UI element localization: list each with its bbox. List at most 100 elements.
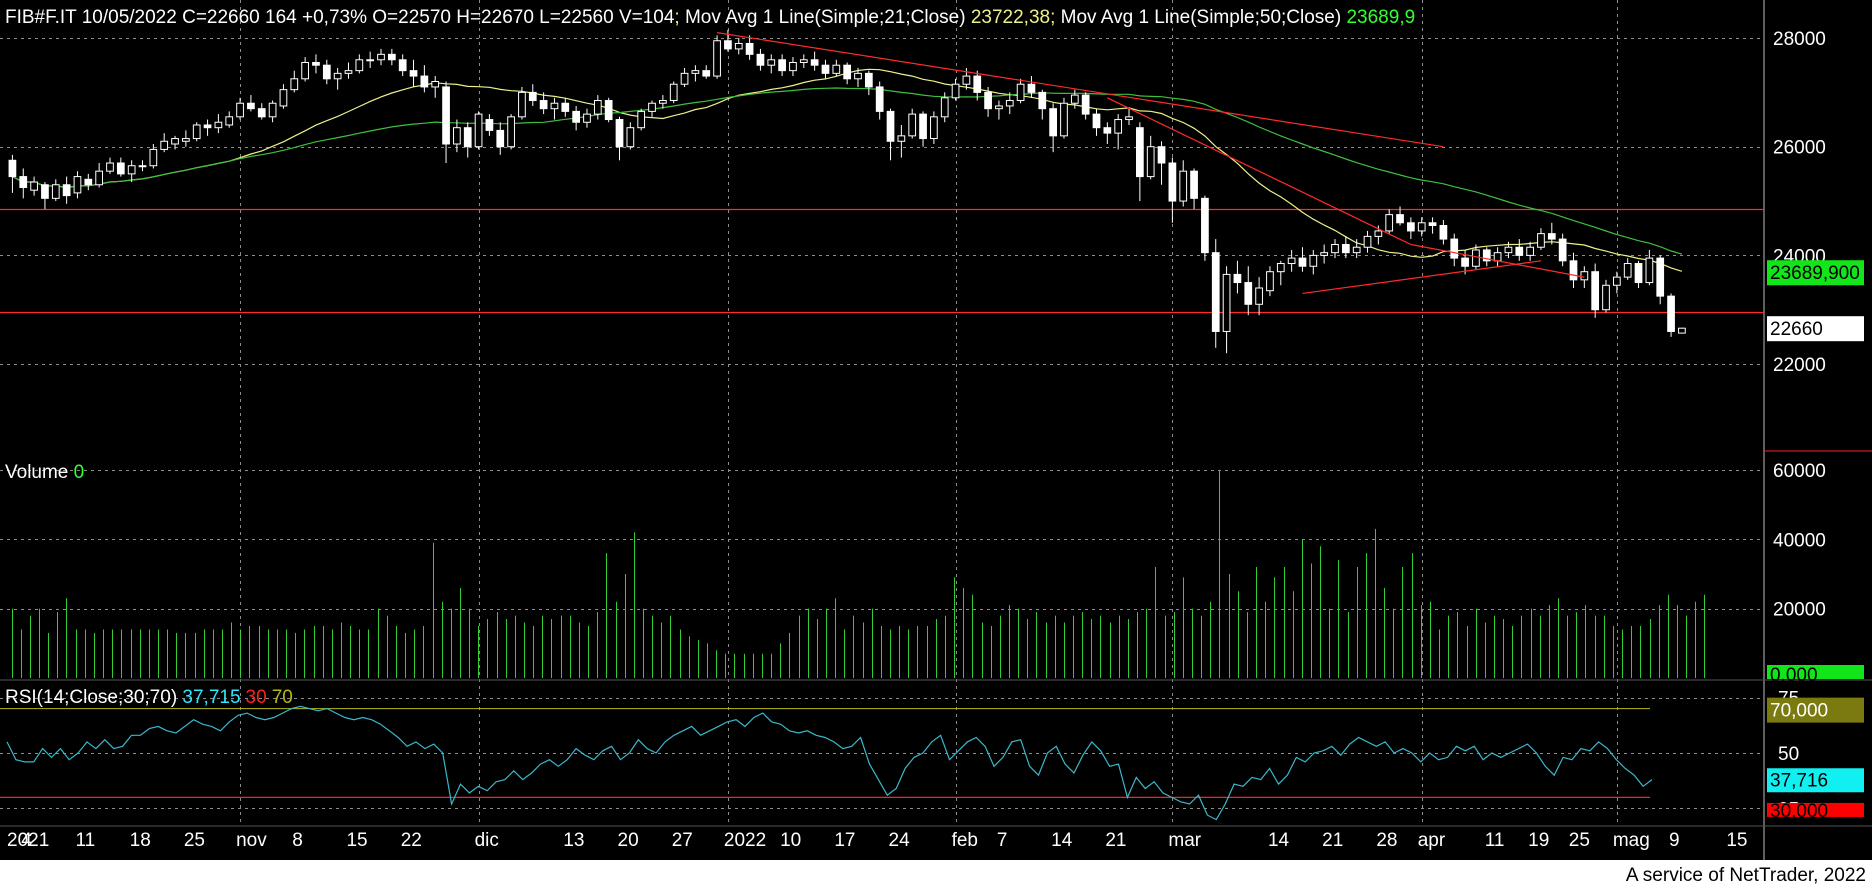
candle-body (409, 70, 418, 77)
candle-body (648, 102, 656, 112)
x-tick-label: 21 (1105, 830, 1126, 851)
candle-body (247, 102, 255, 110)
candle (84, 173, 93, 191)
candle (593, 95, 602, 120)
candle (1331, 239, 1339, 259)
candle-body (1580, 271, 1589, 281)
x-tick-label: 15 (1726, 830, 1747, 851)
candle (247, 95, 255, 112)
candle (680, 67, 689, 87)
rsi-30-box (1767, 802, 1864, 817)
candle-body (518, 91, 526, 118)
candle (301, 57, 309, 82)
candle-body (377, 53, 385, 61)
candle-body (344, 70, 353, 74)
candle (897, 124, 906, 158)
x-tick-label: 2022 (724, 830, 766, 851)
candle-body (745, 42, 754, 55)
candle-body (1515, 246, 1524, 256)
candle-body (1569, 260, 1578, 281)
candle (756, 48, 765, 71)
candle-body (724, 40, 732, 50)
candle (1222, 266, 1231, 354)
candle-body (1504, 246, 1513, 254)
candle (344, 62, 353, 79)
volume-bars (12, 469, 1705, 678)
candle-body (995, 105, 1003, 110)
candle (1428, 217, 1437, 234)
candle (1461, 249, 1469, 275)
candle-body (1352, 246, 1361, 254)
candle-body (691, 70, 700, 74)
volume-value: 0 (74, 462, 85, 483)
candle-body (301, 61, 309, 80)
candle-body (214, 121, 223, 129)
candle-body (73, 176, 82, 194)
candle-body (1168, 162, 1177, 202)
candle (214, 114, 223, 134)
candlesticks (8, 29, 1686, 354)
candle (1526, 241, 1534, 261)
candle (312, 54, 320, 74)
candle (561, 97, 570, 117)
candle (1482, 247, 1491, 267)
candle (1190, 168, 1198, 210)
candle (463, 122, 472, 158)
candle (734, 38, 743, 55)
footer-credit: A service of NetTrader, 2022 (1625, 865, 1866, 886)
candle-body (225, 116, 234, 126)
candle (1244, 266, 1253, 316)
candle (1341, 236, 1350, 259)
candle (1667, 293, 1675, 337)
candle-body (41, 184, 49, 199)
candle-body (1049, 108, 1057, 137)
volume-last-box (1767, 665, 1864, 679)
candle (1027, 76, 1036, 98)
panel-borders (0, 0, 1872, 860)
candle (192, 122, 201, 142)
candle-body (1537, 233, 1545, 248)
candle (1504, 241, 1513, 259)
candle (951, 78, 960, 101)
last-ma50-box-label: 23689,900 (1770, 263, 1860, 284)
candle-body (19, 176, 28, 188)
x-tick-label: 14 (1268, 830, 1290, 851)
candle (1157, 141, 1166, 185)
x-tick-label: 19 (1528, 830, 1549, 851)
candle-body (1320, 252, 1329, 256)
candle (810, 51, 819, 71)
candle-body (1038, 91, 1047, 110)
ma50-line (12, 87, 1683, 255)
candle-body (1612, 276, 1621, 286)
candle (1201, 195, 1209, 261)
candle (583, 108, 591, 128)
x-tick-label: feb (952, 830, 978, 851)
x-tick-label: dic (475, 830, 499, 851)
candle (225, 111, 234, 128)
candle (116, 157, 125, 177)
candle (518, 86, 526, 120)
candle-body (1602, 284, 1610, 311)
candle-body (1591, 271, 1600, 311)
candle-body (702, 70, 711, 77)
footer-bar: A service of NetTrader, 2022 (0, 860, 1872, 888)
candle (355, 54, 364, 74)
gridlines (0, 0, 1764, 826)
candle-body (734, 42, 743, 50)
candle (1407, 217, 1415, 240)
candle (767, 54, 776, 74)
candle-body (1428, 222, 1437, 226)
header-ma21-value: 23722,38 (971, 7, 1050, 28)
candle-body (1201, 197, 1209, 254)
candle (1558, 233, 1567, 267)
candle (1125, 108, 1133, 125)
candle-body (1233, 273, 1242, 284)
candle-body (106, 162, 114, 172)
candle (659, 95, 667, 109)
candle (409, 59, 418, 87)
candle (843, 62, 852, 85)
candle-body (1266, 271, 1274, 292)
candle (1450, 233, 1459, 267)
x-tick-label: 4 (21, 830, 32, 851)
